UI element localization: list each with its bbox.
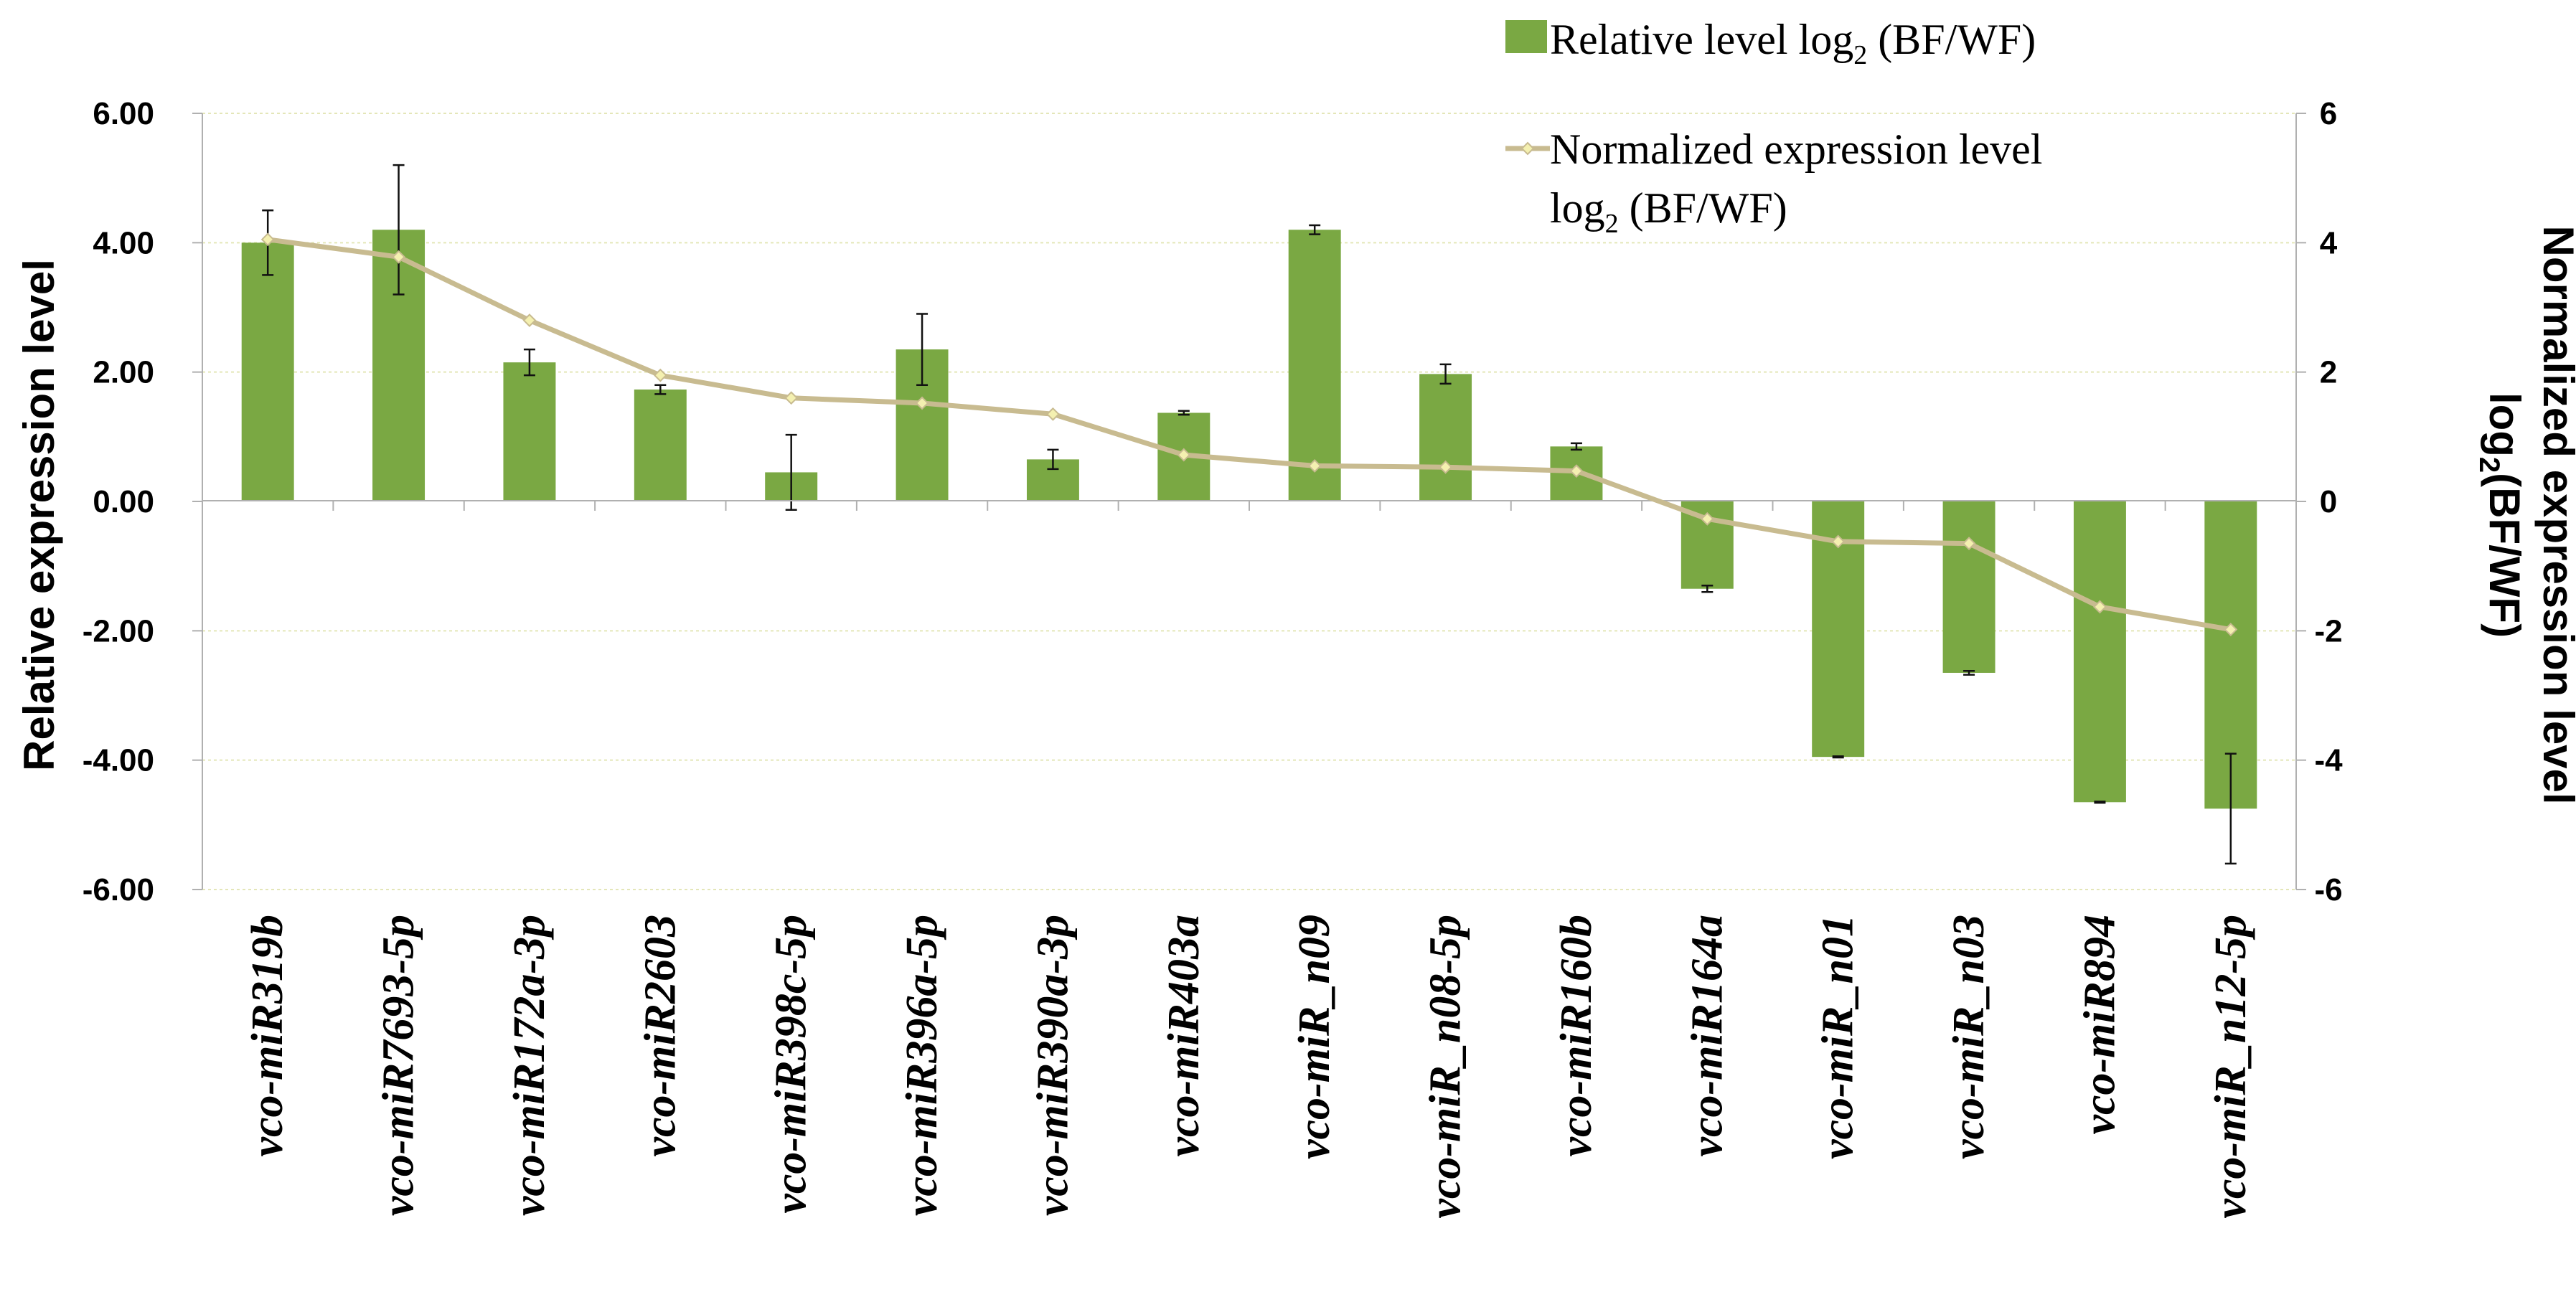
gridlines bbox=[202, 113, 2296, 890]
line-point-7 bbox=[1046, 407, 1060, 421]
legend-bar-label: Relative level log2 (BF/WF) bbox=[1550, 16, 2036, 70]
line-point-8 bbox=[1177, 448, 1191, 462]
line-point-9 bbox=[1307, 458, 1322, 473]
category-label: vco-miR319b bbox=[243, 915, 292, 1157]
left-tick-label: 2.00 bbox=[93, 355, 154, 390]
category-label: vco-miR_n08-5p bbox=[1421, 915, 1470, 1219]
left-tick-label: -2.00 bbox=[83, 613, 154, 648]
right-axis-title-line1: Normalized expression level bbox=[2534, 225, 2576, 804]
category-label: vco-miR_n01 bbox=[1814, 915, 1863, 1159]
line-point-5 bbox=[784, 391, 799, 405]
bar-10 bbox=[1419, 374, 1472, 501]
line-point-1 bbox=[260, 232, 275, 247]
right-tick-label: -4 bbox=[2314, 743, 2343, 778]
category-label: vco-miR2603 bbox=[636, 915, 685, 1157]
line-point-6 bbox=[915, 396, 929, 410]
category-label: vco-miR894 bbox=[2075, 915, 2124, 1135]
left-tick-label: -6.00 bbox=[83, 872, 154, 907]
line-point-15 bbox=[2093, 600, 2107, 614]
category-label: vco-miR396a-5p bbox=[898, 915, 946, 1216]
category-label: vco-miR164a bbox=[1683, 915, 1731, 1157]
legend: Relative level log2 (BF/WF) Normalized e… bbox=[1505, 16, 2042, 239]
left-tick-label: 4.00 bbox=[93, 225, 154, 260]
right-tick-label: 0 bbox=[2320, 484, 2337, 519]
legend-line-label-1: Normalized expression level bbox=[1550, 126, 2042, 173]
legend-line-marker bbox=[1520, 141, 1535, 156]
bar-1 bbox=[241, 242, 294, 501]
left-tick-label: -4.00 bbox=[83, 743, 154, 778]
axes bbox=[192, 113, 2306, 890]
category-label: vco-miR398c-5p bbox=[767, 915, 816, 1214]
bar-9 bbox=[1288, 230, 1341, 501]
bar-3 bbox=[503, 362, 556, 501]
normalized-line bbox=[267, 237, 2232, 632]
line-point-12 bbox=[1700, 511, 1714, 526]
error-bars bbox=[262, 164, 2237, 865]
line-point-11 bbox=[1569, 464, 1584, 478]
line-point-14 bbox=[1962, 537, 1976, 551]
bar-15 bbox=[2073, 501, 2126, 803]
line-point-2 bbox=[392, 250, 405, 264]
legend-line-label-2: log2 (BF/WF) bbox=[1550, 184, 1787, 239]
line-point-4 bbox=[653, 368, 667, 382]
line-point-16 bbox=[2224, 623, 2238, 636]
legend-bar-swatch bbox=[1505, 20, 1547, 53]
right-tick-label: 6 bbox=[2320, 96, 2337, 131]
right-axis-title: Normalized expression level log2(BF/WF) bbox=[2473, 225, 2576, 804]
category-label: vco-miR160b bbox=[1552, 915, 1601, 1157]
right-tick-label: -6 bbox=[2314, 872, 2342, 907]
right-tick-label: -2 bbox=[2314, 613, 2342, 648]
bar-series bbox=[241, 230, 2257, 809]
category-label: vco-miR_n09 bbox=[1290, 915, 1339, 1159]
category-label: vco-miR172a-3p bbox=[505, 915, 554, 1216]
left-tick-label: 0.00 bbox=[93, 484, 154, 519]
right-axis-title-line2: log2(BF/WF) bbox=[2473, 392, 2529, 638]
right-tick-label: 4 bbox=[2320, 225, 2338, 260]
right-tick-label: 2 bbox=[2320, 355, 2337, 390]
category-label: vco-miR390a-3p bbox=[1028, 915, 1077, 1216]
line-point-3 bbox=[522, 313, 537, 327]
bar-4 bbox=[634, 390, 687, 501]
category-label: vco-miR_n12-5p bbox=[2206, 915, 2255, 1219]
category-label: vco-miR403a bbox=[1160, 915, 1208, 1157]
left-tick-label: 6.00 bbox=[93, 96, 154, 131]
category-label: vco-miR7693-5p bbox=[375, 915, 423, 1216]
category-label: vco-miR_n03 bbox=[1945, 915, 1993, 1159]
tick-labels: 6.00 4.00 2.00 0.00 -2.00 -4.00 -6.00 6 4 2 0 -2 -4 -… bbox=[83, 96, 2343, 1219]
left-axis-title: Relative expression level bbox=[15, 259, 63, 771]
line-series bbox=[260, 232, 2238, 636]
line-point-10 bbox=[1439, 460, 1452, 474]
bar-14 bbox=[1942, 501, 1996, 673]
line-point-13 bbox=[1831, 534, 1846, 549]
